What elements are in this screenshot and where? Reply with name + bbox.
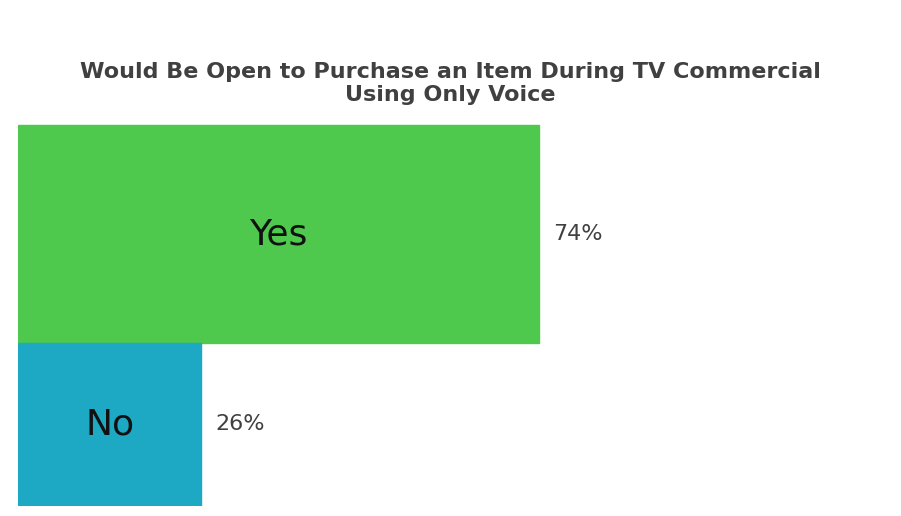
Bar bbox=[18, 125, 540, 343]
Text: 74%: 74% bbox=[553, 224, 603, 244]
Text: No: No bbox=[85, 407, 134, 441]
Text: 26%: 26% bbox=[215, 414, 265, 434]
Text: Yes: Yes bbox=[250, 217, 308, 251]
Bar bbox=[18, 343, 201, 506]
Text: Would Be Open to Purchase an Item During TV Commercial
Using Only Voice: Would Be Open to Purchase an Item During… bbox=[80, 62, 821, 105]
